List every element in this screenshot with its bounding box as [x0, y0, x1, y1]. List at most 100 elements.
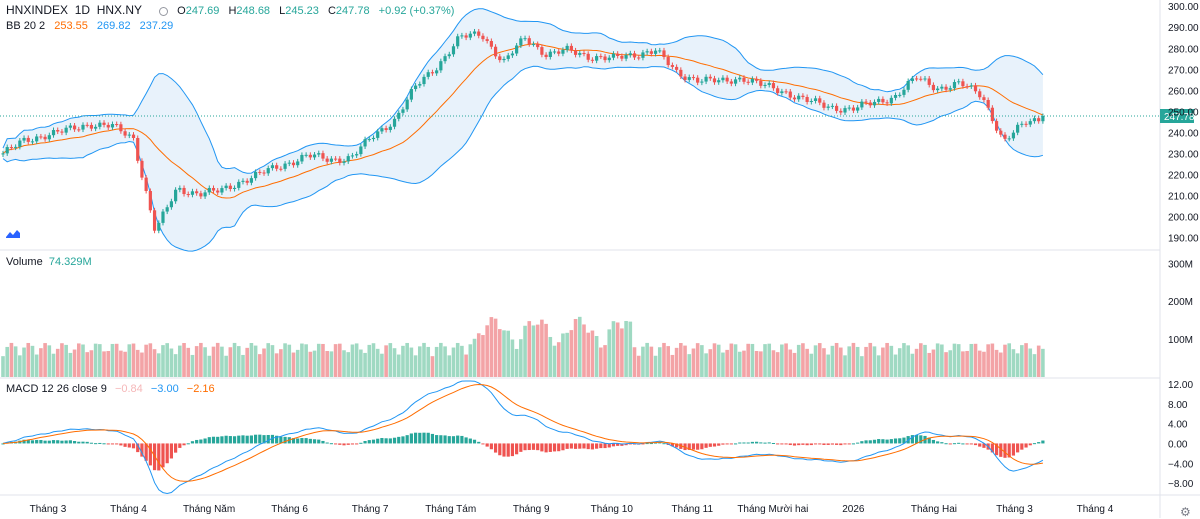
macd-tick-label: 0.00: [1168, 439, 1188, 450]
bb-legend[interactable]: BB 20 2 253.55 269.82 237.29: [6, 20, 179, 32]
macd-hist-bar: [422, 432, 426, 444]
volume-bar: [649, 346, 654, 377]
tradingview-logo-icon[interactable]: [5, 228, 21, 239]
candle-body: [102, 122, 106, 125]
macd-hist-bar: [64, 440, 68, 444]
volume-bar: [300, 343, 304, 377]
volume-bar: [333, 344, 338, 377]
candle-body: [784, 91, 788, 93]
candle-body: [300, 154, 304, 162]
macd-hist-bar: [359, 442, 363, 444]
macd-hist-bar: [658, 442, 662, 444]
macd-hist-bar: [856, 442, 860, 444]
volume-bar: [569, 330, 574, 377]
candle-body: [515, 45, 519, 54]
macd-hist-bar: [493, 443, 498, 453]
macd-hist-bar: [211, 436, 216, 444]
volume-bar: [952, 343, 957, 377]
candle-body: [898, 94, 902, 96]
macd-hist-bar: [405, 435, 409, 444]
candle-body: [733, 79, 738, 84]
macd-hist-bar: [523, 443, 527, 451]
candle-body: [346, 156, 350, 162]
volume-bar: [742, 350, 746, 377]
candle-body: [712, 78, 717, 83]
macd-hist-bar: [26, 440, 30, 444]
macd-hist-bar: [700, 443, 704, 450]
macd-hist-bar: [283, 436, 287, 444]
macd-hist-bar: [119, 443, 123, 446]
volume-bar: [481, 335, 485, 377]
candle-body: [439, 61, 443, 71]
macd-hist-bar: [750, 441, 754, 444]
candle-body: [780, 91, 784, 94]
macd-hist-bar: [439, 435, 443, 444]
low-label: L: [279, 5, 286, 17]
candle-body: [144, 177, 148, 191]
bb-background-fill: [3, 8, 1043, 252]
volume-bar: [759, 351, 763, 377]
volume-bar: [514, 348, 519, 377]
candle-body: [131, 134, 136, 139]
macd-hist-bar: [35, 439, 39, 444]
macd-hist-bar: [376, 438, 380, 444]
volume-bar: [68, 352, 73, 377]
candle-body: [182, 187, 186, 195]
candle-body: [119, 124, 123, 132]
volume-bar: [767, 343, 772, 377]
candle-body: [430, 72, 435, 74]
candle-body: [148, 190, 152, 211]
volume-bar: [89, 350, 94, 377]
candle-body: [321, 153, 325, 159]
volume-value: 74.329M: [48, 256, 92, 268]
macd-hist-bar: [333, 443, 338, 445]
macd-hist-bar: [725, 443, 729, 445]
macd-legend[interactable]: MACD 12 26 close 9 −0.84 −3.00 −2.16: [6, 383, 220, 395]
volume-bar: [1007, 343, 1012, 377]
candle-body: [380, 128, 384, 132]
volume-bar: [506, 330, 511, 377]
candle-body: [291, 162, 296, 166]
candle-body: [628, 53, 632, 56]
price-tick-label: 220.00: [1168, 170, 1199, 181]
candle-body: [973, 85, 978, 92]
macd-hist-bar: [595, 443, 599, 449]
candle-body: [687, 77, 691, 80]
volume-bar: [540, 319, 544, 377]
volume-bar: [64, 344, 68, 377]
settings-gear-icon[interactable]: ⚙: [1180, 505, 1191, 519]
volume-bar: [969, 343, 974, 377]
macd-line: [2, 380, 1044, 495]
candle-body: [308, 154, 312, 158]
macd-hist-bar: [249, 435, 253, 444]
candle-body: [232, 187, 237, 190]
macd-hist-bar: [115, 443, 119, 445]
symbol-legend[interactable]: HNXINDEX 1D HNX.NY O247.69 H248.68 L245.…: [6, 3, 454, 17]
volume-bar: [577, 316, 582, 377]
volume-bar: [931, 349, 936, 377]
candle-body: [978, 91, 982, 98]
macd-hist-bar: [510, 443, 515, 457]
candle-body: [822, 102, 826, 108]
volume-tick-label: 300M: [1168, 259, 1193, 270]
macd-hist-bar: [578, 443, 582, 449]
macd-hist-bar: [717, 443, 721, 446]
volume-bar: [700, 345, 704, 377]
candle-body: [493, 46, 498, 57]
macd-hist-bar: [140, 443, 144, 457]
macd-hist-bar: [519, 443, 523, 452]
volume-bar: [565, 332, 569, 377]
candle-body: [211, 187, 216, 191]
volume-bar: [620, 328, 624, 377]
candle-body: [914, 78, 919, 80]
candle-body: [178, 187, 182, 190]
price-tick-label: 300.00: [1168, 2, 1199, 13]
macd-hist-bar: [220, 436, 224, 444]
volume-legend[interactable]: Volume 74.329M: [6, 256, 92, 268]
volume-bar: [22, 347, 26, 377]
macd-hist-bar: [338, 443, 342, 445]
candle-body: [94, 126, 98, 129]
candle-body: [729, 81, 733, 84]
candle-body: [662, 50, 666, 58]
